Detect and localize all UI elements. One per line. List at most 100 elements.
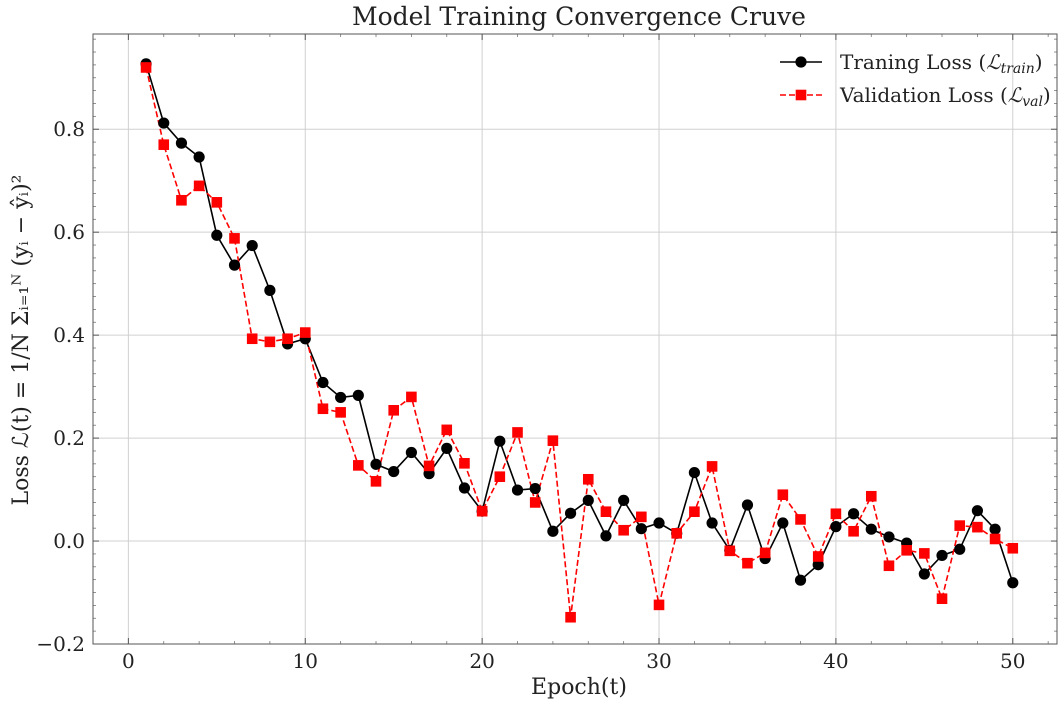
validation-loss-point xyxy=(282,333,293,345)
legend-label-part: ℒ xyxy=(986,50,1001,74)
legend-label-part: Validation Loss ( xyxy=(839,83,1008,107)
training-loss-point xyxy=(511,484,524,496)
validation-loss-point xyxy=(600,506,612,518)
validation-loss-point xyxy=(529,497,541,508)
validation-loss-point xyxy=(494,471,506,483)
validation-loss-point xyxy=(158,139,170,150)
x-axis-title: Epoch(t) xyxy=(531,675,627,700)
training-loss-point xyxy=(441,442,453,454)
validation-loss-point xyxy=(335,407,346,418)
validation-loss-point xyxy=(865,490,877,502)
validation-loss-point xyxy=(441,424,453,436)
validation-loss-point xyxy=(653,599,665,611)
training-loss-point xyxy=(883,531,895,543)
validation-loss-point xyxy=(830,508,842,520)
legend-marker-validation xyxy=(795,89,807,101)
training-loss-point xyxy=(741,499,754,511)
legend-label-part: val xyxy=(1022,94,1043,110)
validation-loss-point xyxy=(954,520,966,531)
validation-loss-point xyxy=(777,489,789,501)
legend-label-part: ) xyxy=(1043,83,1051,107)
training-loss-point xyxy=(618,494,630,506)
validation-loss-point xyxy=(459,458,470,469)
validation-loss-point xyxy=(388,404,399,416)
x-tick-label: 20 xyxy=(469,649,494,673)
training-loss-point xyxy=(547,525,559,537)
training-loss-point xyxy=(635,523,647,535)
x-tick-label: 30 xyxy=(646,649,671,673)
y-axis-title: Loss ℒ(t) = 1/N Σᵢ₌₁ᴺ (yᵢ − ŷᵢ)² xyxy=(9,175,34,506)
validation-loss-point xyxy=(229,233,240,244)
validation-loss-point xyxy=(883,560,895,572)
x-tick-label: 50 xyxy=(1000,649,1025,673)
training-loss-point xyxy=(370,458,382,470)
validation-loss-point xyxy=(476,505,488,517)
validation-loss-point xyxy=(759,547,771,559)
chart-title: Model Training Convergence Cruve xyxy=(352,2,806,31)
legend-label-part: train xyxy=(1001,61,1035,77)
validation-loss-point xyxy=(299,327,311,338)
training-loss-point xyxy=(529,482,541,495)
validation-loss-point xyxy=(370,476,382,487)
training-loss-point xyxy=(989,523,1001,535)
validation-loss-point xyxy=(795,514,806,525)
training-loss-point xyxy=(918,568,930,580)
series-markers xyxy=(140,58,1019,623)
validation-loss-point xyxy=(317,403,329,415)
validation-loss-point xyxy=(246,333,258,345)
plot-frame xyxy=(92,33,1058,645)
training-loss-point xyxy=(688,466,700,479)
training-loss-point xyxy=(812,559,824,571)
training-loss-point xyxy=(246,239,258,252)
training-loss-point xyxy=(494,435,506,447)
training-loss-point xyxy=(1007,577,1019,589)
training-loss-point xyxy=(193,151,205,163)
validation-loss-point xyxy=(742,557,753,569)
training-loss-point xyxy=(600,530,612,542)
validation-loss-point xyxy=(423,460,435,472)
x-tick-label: 0 xyxy=(122,649,135,673)
y-tick-label: −0.2 xyxy=(36,632,85,656)
training-loss-point xyxy=(335,391,347,404)
training-loss-point xyxy=(794,574,807,586)
validation-loss-point xyxy=(689,506,700,518)
validation-loss-point xyxy=(671,528,683,539)
legend-label-validation: Validation Loss (ℒval) xyxy=(839,83,1051,110)
training-loss-point xyxy=(458,482,471,494)
validation-loss-point xyxy=(193,180,205,192)
validation-loss-point xyxy=(565,611,576,623)
training-loss-point xyxy=(865,523,877,535)
validation-loss-point xyxy=(406,391,417,403)
validation-loss-point xyxy=(848,525,859,537)
chart-legend: Traning Loss (ℒtrain)Validation Loss (ℒv… xyxy=(780,50,1051,110)
training-loss-point xyxy=(582,494,594,506)
training-loss-point xyxy=(264,284,276,296)
validation-loss-point xyxy=(919,548,930,559)
validation-loss-point xyxy=(1007,542,1019,554)
legend-label-part: Traning Loss ( xyxy=(840,50,986,74)
validation-loss-point xyxy=(140,62,152,73)
legend-marker-training xyxy=(795,56,807,68)
validation-loss-point xyxy=(936,593,948,605)
series-lines xyxy=(145,63,1014,618)
validation-loss-point xyxy=(989,533,1001,545)
training-loss-point xyxy=(211,229,223,241)
y-tick-labels: −0.2 0.0 0.2 0.4 0.6 0.8 xyxy=(36,117,85,656)
training-loss-point xyxy=(847,508,860,520)
training-loss-point xyxy=(158,117,170,129)
training-loss-point xyxy=(388,465,400,478)
validation-loss-point xyxy=(972,521,983,533)
validation-loss-point xyxy=(582,473,594,485)
legend-label-training: Traning Loss (ℒtrain) xyxy=(840,50,1043,77)
x-tick-labels: 0 10 20 30 40 50 xyxy=(122,649,1025,673)
training-loss-point xyxy=(777,517,789,529)
training-loss-point xyxy=(352,389,364,401)
series-line-training xyxy=(145,63,1014,583)
training-loss-point xyxy=(954,543,966,555)
training-loss-point xyxy=(405,446,417,459)
training-loss-point xyxy=(830,521,842,533)
training-loss-point xyxy=(564,507,577,519)
y-tick-label: 0.8 xyxy=(53,117,85,141)
